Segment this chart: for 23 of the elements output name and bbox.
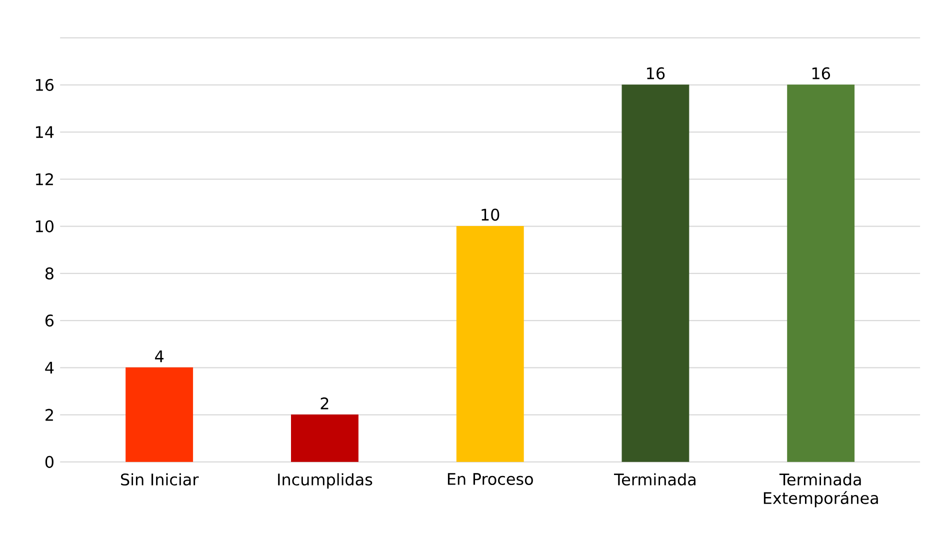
x-tick-label: En Proceso <box>448 473 533 486</box>
y-tick-label: 0 <box>45 456 54 468</box>
y-tick-label: 4 <box>45 362 54 374</box>
bar <box>126 367 194 462</box>
data-label: 16 <box>647 67 665 80</box>
data-label: 2 <box>320 397 328 410</box>
y-tick-label: 16 <box>36 78 54 91</box>
y-tick-label: 6 <box>45 314 54 327</box>
y-tick-label: 14 <box>36 126 54 138</box>
y-tick-label: 8 <box>45 267 54 280</box>
x-tick-label: Sin Iniciar <box>121 473 199 486</box>
data-label: 4 <box>155 350 164 362</box>
data-label: 16 <box>812 67 830 80</box>
data-label: 10 <box>482 208 500 221</box>
x-tick-label: Terminada <box>614 473 696 486</box>
x-tick-label: Terminada Extemporánea <box>764 473 878 508</box>
y-tick-label: 12 <box>36 173 53 186</box>
bar <box>787 84 855 462</box>
y-tick-label: 2 <box>46 408 53 421</box>
bar <box>456 226 524 462</box>
x-tick-label: Incumplidas <box>278 473 372 489</box>
y-tick-label: 10 <box>36 220 54 232</box>
bar <box>622 84 690 462</box>
